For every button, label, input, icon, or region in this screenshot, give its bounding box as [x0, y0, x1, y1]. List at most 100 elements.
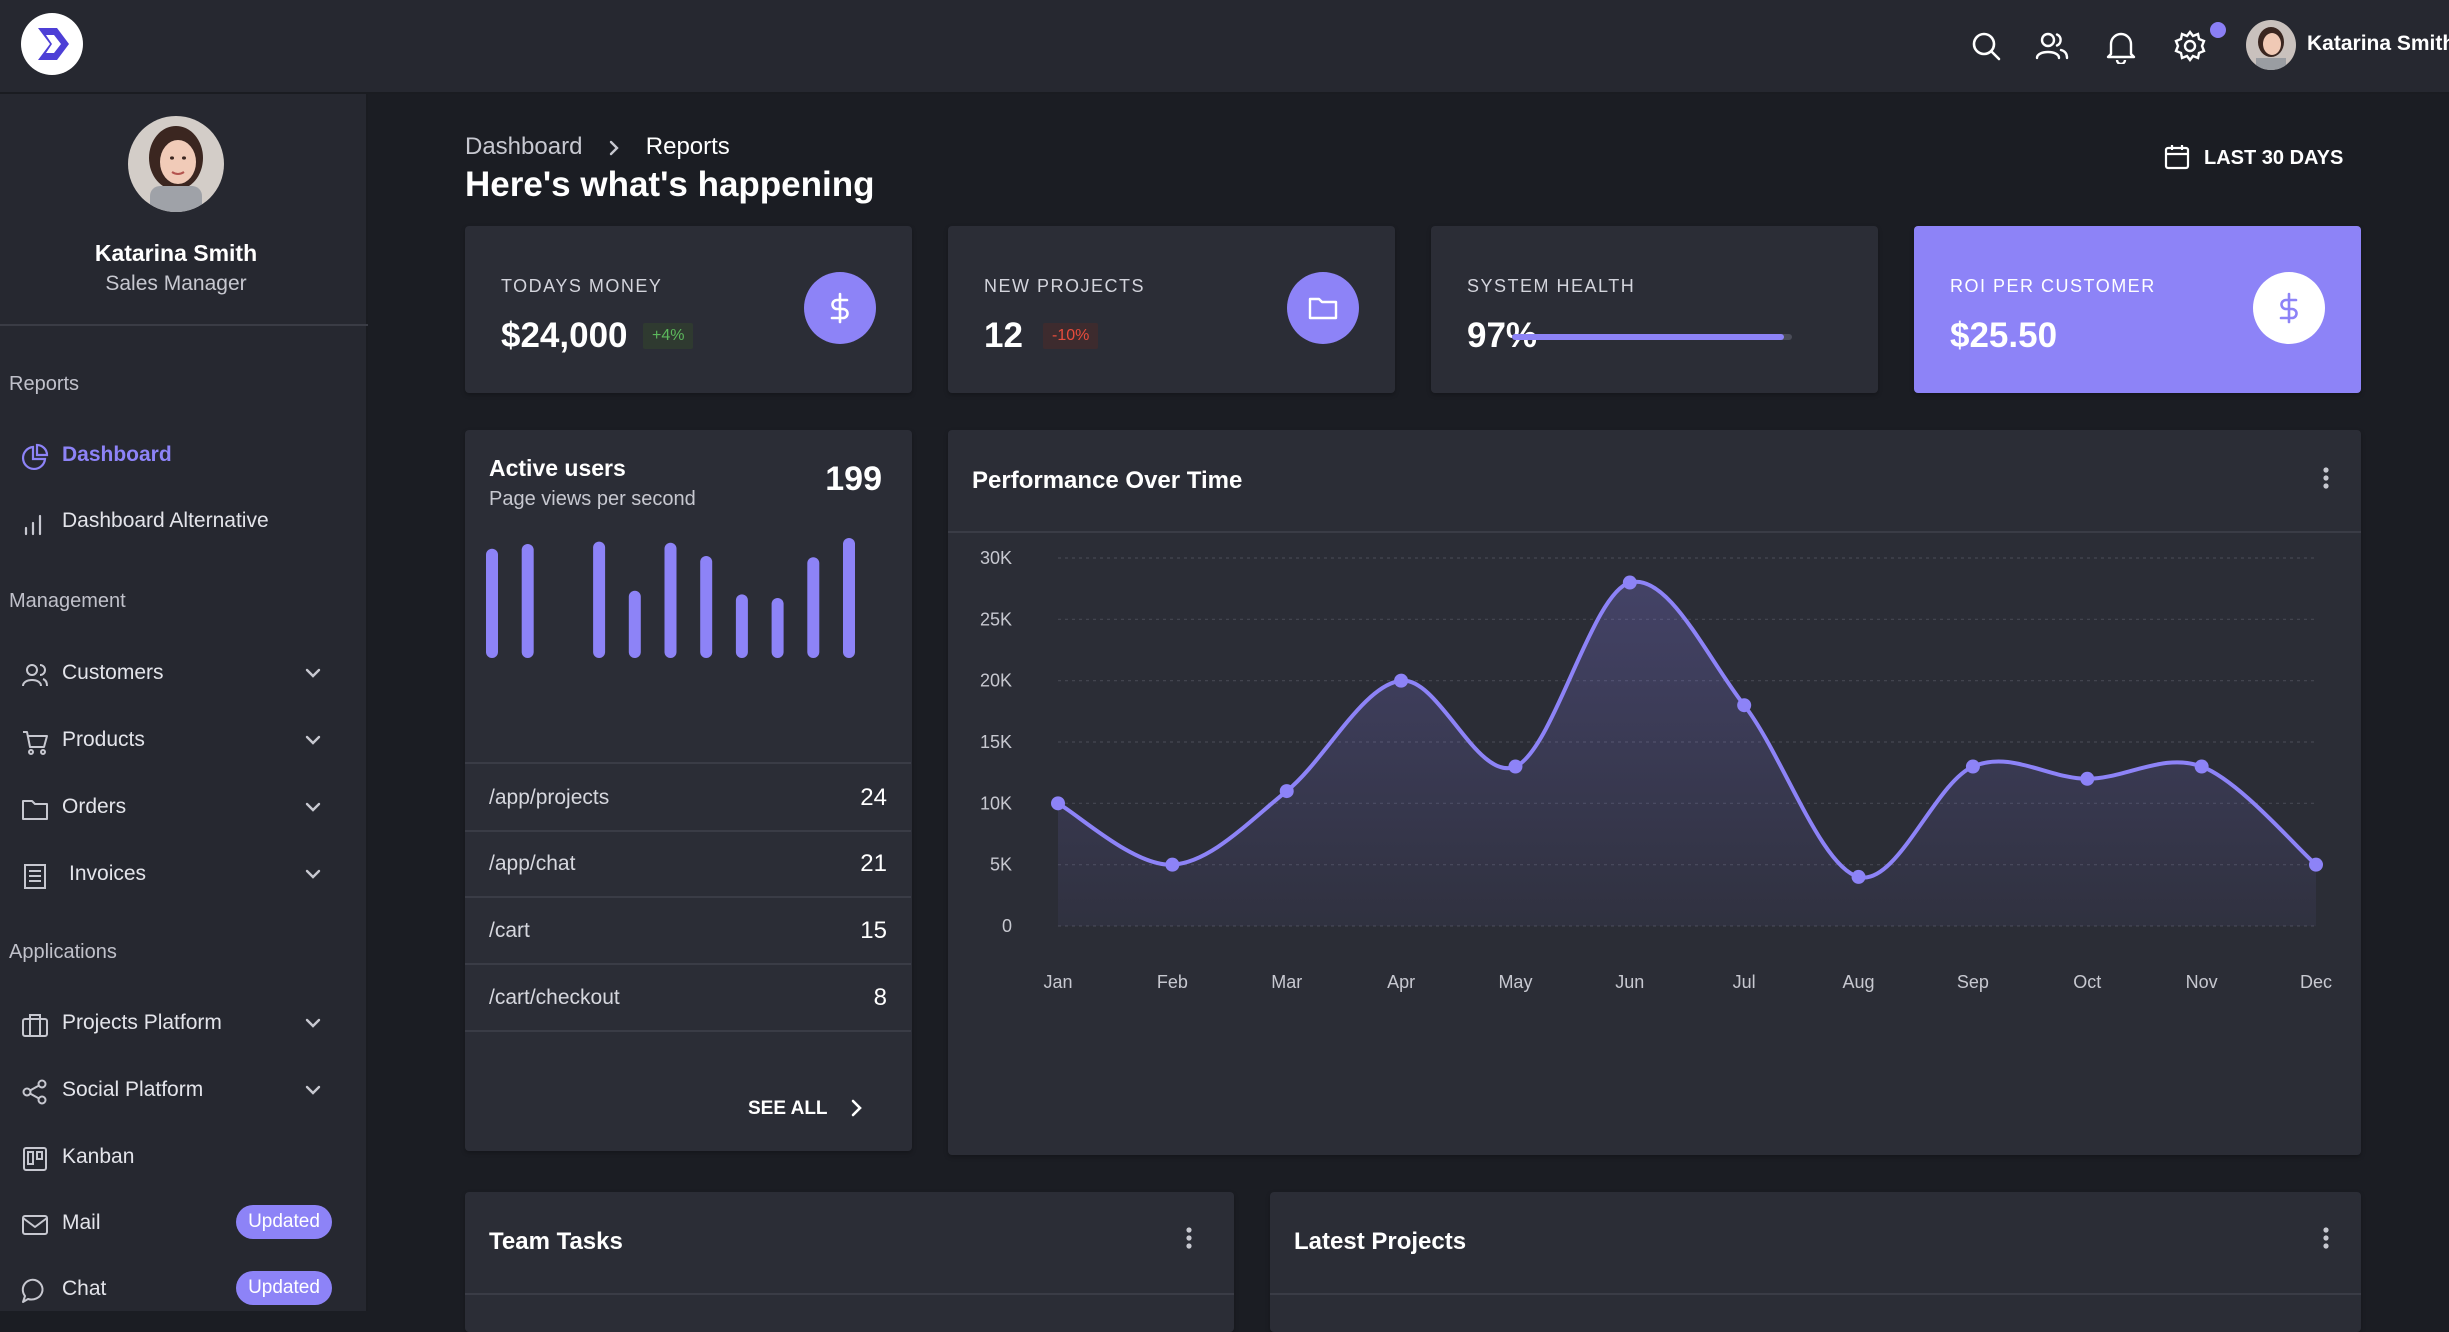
sidebar-item-invoices[interactable]: Invoices — [0, 848, 352, 898]
data-point[interactable] — [1051, 796, 1065, 811]
stat-value: $25.50 — [1950, 316, 2058, 355]
profile-role: Sales Manager — [105, 272, 247, 295]
data-point[interactable] — [1622, 575, 1637, 590]
users-icon[interactable] — [2034, 28, 2070, 64]
sidebar-item-label: Customers — [62, 661, 164, 684]
stat-value: 12 — [984, 316, 1023, 355]
users-icon — [20, 660, 50, 690]
section-title-applications: Applications — [9, 941, 117, 963]
active-users-bar — [593, 541, 606, 658]
stat-label: SYSTEM HEALTH — [1467, 276, 1636, 296]
x-tick-label: Jan — [1043, 972, 1072, 992]
data-point[interactable] — [1851, 869, 1866, 884]
sidebar: Katarina Smith Sales Manager Reports Das… — [0, 94, 368, 1311]
active-users-bar — [735, 594, 748, 658]
sidebar-item-label: Invoices — [69, 862, 147, 885]
x-tick-label: Jun — [1615, 972, 1644, 992]
more-vertical-icon[interactable] — [1177, 1222, 1201, 1254]
y-tick-label: 5K — [990, 855, 1012, 875]
health-progress-bar — [1512, 334, 1792, 340]
sidebar-item-projects-platform[interactable]: Projects Platform — [0, 997, 352, 1047]
active-users-bar — [771, 598, 784, 658]
y-tick-label: 25K — [980, 609, 1012, 629]
y-tick-label: 30K — [980, 548, 1012, 568]
list-item[interactable]: /app/chat 21 — [465, 830, 911, 898]
settings-icon[interactable] — [2172, 28, 2208, 64]
stat-card-todays-money: TODAYS MONEY $24,000 +4% — [465, 226, 912, 393]
sidebar-item-label: Orders — [62, 795, 127, 818]
chevron-down-icon — [305, 668, 321, 678]
pie-chart-icon — [20, 442, 50, 472]
data-point[interactable] — [2080, 771, 2095, 786]
active-users-card: Active users Page views per second 199 /… — [465, 430, 912, 1151]
performance-chart: 0 5K 10K 15K 20K 25K 30K Jan Feb Mar Apr May Jun Jul A… — [980, 548, 2332, 992]
sidebar-item-label: Mail — [62, 1211, 101, 1234]
more-vertical-icon[interactable] — [2314, 462, 2338, 494]
y-tick-label: 15K — [980, 732, 1012, 752]
sidebar-item-mail[interactable]: Mail Updated — [0, 1197, 352, 1247]
data-point[interactable] — [2194, 759, 2209, 774]
x-tick-label: May — [1498, 972, 1532, 992]
x-tick-label: Nov — [2186, 972, 2218, 992]
change-badge: +4% — [643, 323, 694, 349]
top-user-name[interactable]: Katarina Smith — [2307, 32, 2449, 55]
updated-badge: Updated — [236, 1271, 332, 1305]
search-icon[interactable] — [1968, 28, 2004, 64]
page-views: 21 — [860, 850, 887, 877]
page-views: 8 — [873, 984, 887, 1011]
sidebar-item-orders[interactable]: Orders — [0, 781, 352, 831]
calendar-icon — [2164, 145, 2190, 170]
sidebar-item-customers[interactable]: Customers — [0, 647, 352, 697]
date-range-label: LAST 30 DAYS — [2204, 147, 2344, 169]
y-tick-label: 10K — [980, 793, 1012, 813]
see-all-label: SEE ALL — [748, 1098, 828, 1119]
see-all-button[interactable]: SEE ALL — [748, 1090, 878, 1126]
data-point[interactable] — [1165, 857, 1180, 872]
chevron-down-icon — [305, 869, 321, 879]
data-point[interactable] — [2309, 857, 2323, 872]
data-point[interactable] — [1737, 698, 1752, 713]
dollar-icon — [2253, 272, 2325, 344]
card-title: Performance Over Time — [972, 467, 1243, 494]
app-logo[interactable] — [21, 13, 83, 75]
breadcrumb-reports: Reports — [645, 133, 730, 160]
active-users-bar — [807, 557, 820, 658]
page-path: /cart/checkout — [489, 986, 620, 1009]
active-users-bar — [664, 542, 677, 658]
data-point[interactable] — [1508, 759, 1523, 774]
date-range-button[interactable]: LAST 30 DAYS — [2160, 140, 2360, 176]
page-views: 24 — [860, 784, 887, 811]
bell-icon[interactable] — [2103, 28, 2139, 66]
avatar[interactable] — [2246, 20, 2296, 70]
profile-avatar[interactable] — [128, 116, 224, 212]
list-item[interactable]: /app/projects 24 — [465, 762, 911, 832]
data-point[interactable] — [1394, 673, 1409, 688]
profile-divider — [0, 324, 368, 326]
card-divider — [465, 1293, 1234, 1295]
x-tick-label: Jul — [1733, 972, 1756, 992]
sidebar-item-dashboard-alternative[interactable]: Dashboard Alternative — [0, 495, 352, 545]
list-item[interactable]: /cart/checkout 8 — [465, 964, 911, 1032]
folder-icon — [1287, 272, 1359, 344]
chevron-down-icon — [305, 802, 321, 812]
sidebar-item-kanban[interactable]: Kanban — [0, 1131, 352, 1181]
top-bar: Katarina Smith — [0, 0, 2449, 94]
sidebar-item-social-platform[interactable]: Social Platform — [0, 1064, 352, 1114]
data-point[interactable] — [1965, 759, 1980, 774]
card-subtitle: Page views per second — [489, 488, 696, 510]
breadcrumb-dashboard[interactable]: Dashboard — [465, 133, 583, 160]
sidebar-item-chat[interactable]: Chat Updated — [0, 1263, 352, 1313]
breadcrumb: Dashboard Reports — [465, 133, 730, 161]
stat-label: ROI PER CUSTOMER — [1950, 276, 2156, 296]
notification-dot — [2208, 20, 2228, 40]
list-item[interactable]: /cart 15 — [465, 897, 911, 965]
sidebar-item-products[interactable]: Products — [0, 714, 352, 764]
sidebar-item-dashboard[interactable]: Dashboard — [0, 429, 352, 479]
page-path: /app/projects — [489, 786, 610, 809]
more-vertical-icon[interactable] — [2314, 1222, 2338, 1254]
performance-card: Performance Over Time 0 5K 10K 15K 20K 25K 30K… — [948, 430, 2361, 1155]
data-point[interactable] — [1279, 784, 1294, 799]
sidebar-item-label: Projects Platform — [62, 1011, 222, 1034]
x-tick-label: Dec — [2300, 972, 2332, 992]
x-tick-label: Sep — [1957, 972, 1989, 992]
